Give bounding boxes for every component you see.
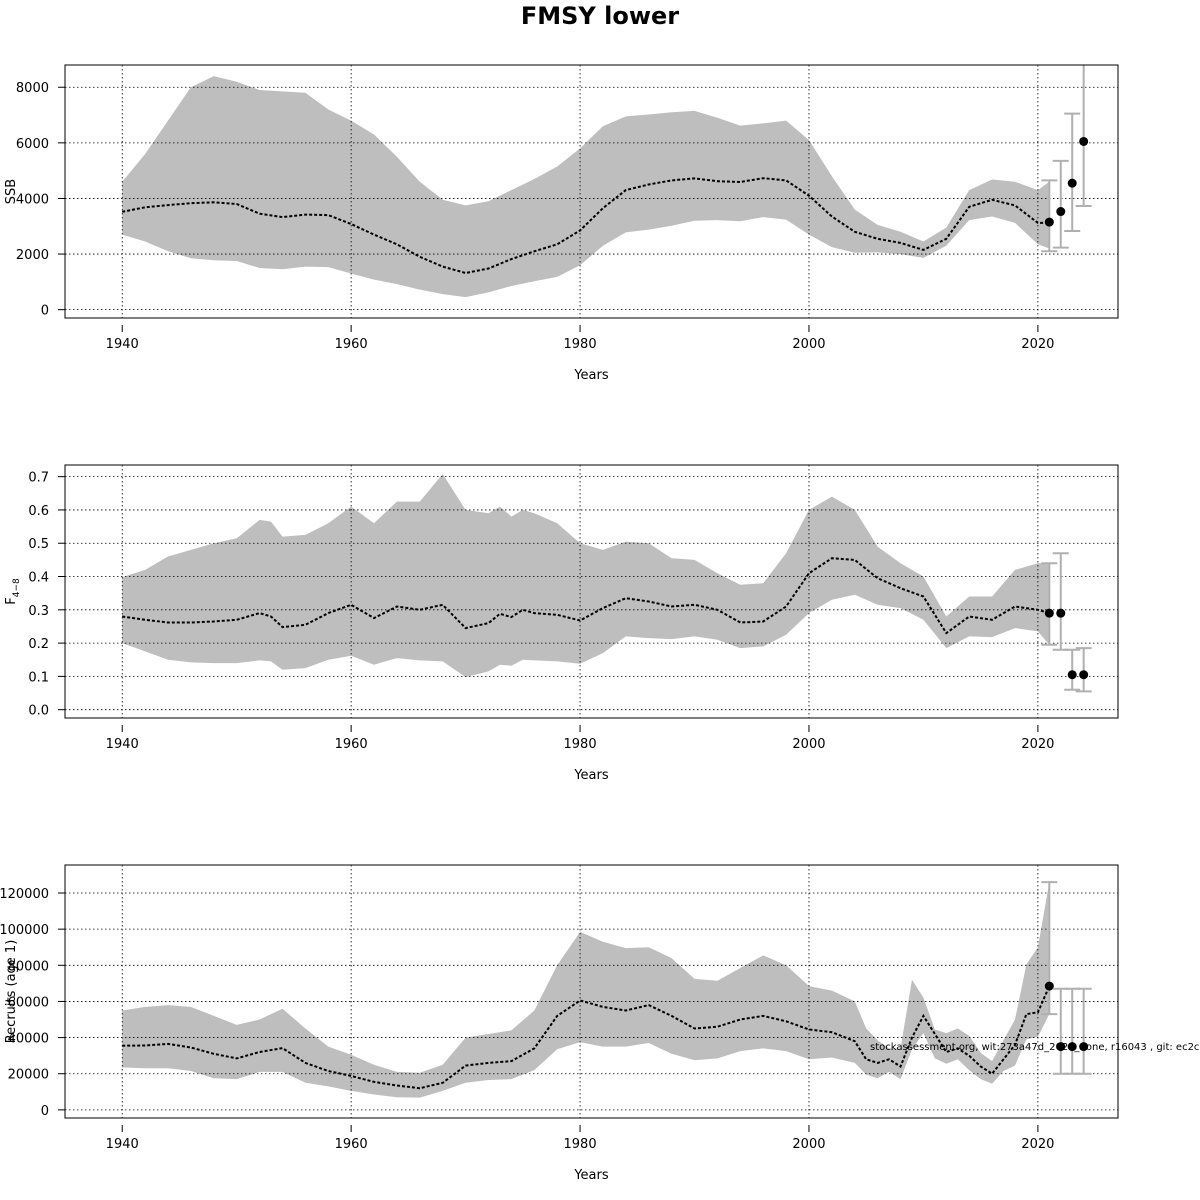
fishing-mortality-panel: 1940 1960 1980 2000 2020 0.0 0.1 0.2 0.3 0.4 0.5 0.…	[4, 464, 1119, 783]
y-tick-label: 0.2	[28, 637, 49, 652]
y-axis-label-subscript: 4−8	[12, 578, 22, 597]
y-tick-label: 0.7	[28, 471, 49, 486]
forecast-point	[1079, 670, 1089, 680]
forecast-point	[1056, 1042, 1066, 1052]
forecast-point	[1079, 136, 1089, 146]
ssb-panel: 1940 1960 1980 2000 2020 0 2000 4000 6000 8000 Yea…	[4, 64, 1119, 383]
y-tick-label: 0	[41, 1104, 49, 1119]
forecast-point	[1067, 1042, 1077, 1052]
y-tick-label: 120000	[0, 887, 49, 902]
x-tick-label: 1980	[564, 1137, 597, 1152]
chart-title: FMSY lower	[521, 2, 679, 30]
x-tick-label: 2000	[792, 1137, 825, 1152]
y-tick-label: 100000	[0, 923, 49, 938]
y-tick-label: 20000	[8, 1068, 49, 1083]
y-tick-label: 0	[41, 304, 49, 319]
x-tick-label: 2020	[1021, 337, 1054, 352]
x-axis-label: Years	[573, 368, 609, 383]
x-axis-label: Years	[573, 768, 609, 783]
recruits-panel: 1940 1960 1980 2000 2020 0 20000 40000 60000 8000…	[0, 864, 1119, 1183]
forecast-point	[1056, 608, 1066, 618]
x-axis-label: Years	[573, 1168, 609, 1183]
y-tick-label: 4000	[16, 192, 49, 207]
x-tick-label: 1940	[106, 1137, 139, 1152]
y-tick-label: 80000	[8, 959, 49, 974]
x-tick-label: 2020	[1021, 737, 1054, 752]
y-tick-label: 0.6	[28, 504, 49, 519]
x-tick-label: 1960	[335, 737, 368, 752]
footnote-text: stockassessment.org, wit:273a47d_2024_no…	[870, 1042, 1200, 1053]
estimate-line	[122, 557, 1050, 635]
x-tick-label: 1940	[106, 337, 139, 352]
x-tick-label: 1980	[564, 337, 597, 352]
plot-frame	[64, 864, 1119, 1119]
y-axis-label: Recruits (age 1)	[4, 940, 19, 1044]
y-axis-label: SSB	[4, 179, 19, 204]
confidence-band	[122, 882, 1050, 1098]
y-tick-label: 60000	[8, 995, 49, 1010]
y-tick-label: 0.1	[28, 670, 49, 685]
y-tick-label: 0.5	[28, 537, 49, 552]
y-tick-label: 8000	[16, 81, 49, 96]
forecast-point	[1044, 217, 1054, 227]
forecast-point	[1067, 670, 1077, 680]
x-tick-label: 2020	[1021, 1137, 1054, 1152]
y-tick-label: 0.4	[28, 571, 49, 586]
y-tick-label: 0.0	[28, 704, 49, 719]
y-tick-label: 6000	[16, 137, 49, 152]
plot-frame	[64, 464, 1119, 719]
estimate-line	[122, 177, 1050, 275]
forecast-point	[1044, 608, 1054, 618]
y-tick-label: 40000	[8, 1032, 49, 1047]
plot-frame	[64, 64, 1119, 319]
forecast-point	[1056, 207, 1066, 217]
x-tick-label: 1940	[106, 737, 139, 752]
forecast-point	[1067, 178, 1077, 188]
y-axis-label: F4−8	[4, 578, 22, 605]
x-tick-label: 1960	[335, 337, 368, 352]
x-tick-label: 1960	[335, 1137, 368, 1152]
x-tick-label: 2000	[792, 337, 825, 352]
confidence-band	[122, 76, 1050, 298]
confidence-band	[122, 474, 1050, 678]
forecast-point	[1079, 1042, 1089, 1052]
forecast-point	[1044, 981, 1054, 991]
y-tick-label: 2000	[16, 248, 49, 263]
y-tick-label: 0.3	[28, 604, 49, 619]
x-tick-label: 1980	[564, 737, 597, 752]
x-tick-label: 2000	[792, 737, 825, 752]
